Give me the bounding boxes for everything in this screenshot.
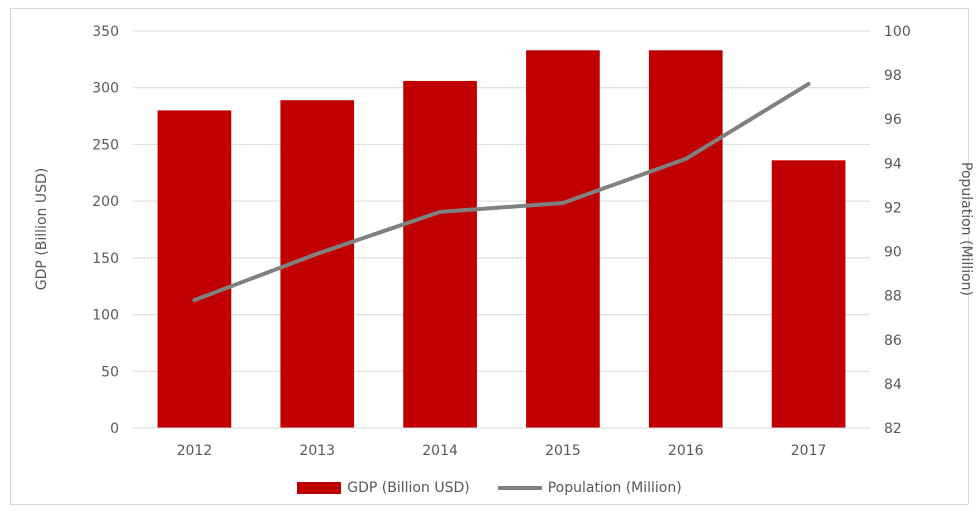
- y-tick-label: 100: [92, 308, 119, 324]
- axis-layer: 0 50 100 150 200 250 300 350 82 84 86 88 90 92 94 96 98 1…: [92, 24, 910, 459]
- legend-label-population: Population (Million): [547, 480, 682, 496]
- bar-gdp: [403, 80, 477, 428]
- point-population: [807, 82, 811, 86]
- legend-item-population: Population (Million): [497, 480, 682, 496]
- y-tick-label: 350: [92, 24, 119, 40]
- bar-gdp: [157, 110, 232, 429]
- x-tick-label: 2013: [299, 443, 335, 459]
- bar-gdp: [648, 50, 723, 428]
- y2-tick-label: 82: [884, 421, 902, 437]
- point-population: [438, 210, 442, 214]
- bar-gdp: [526, 50, 600, 428]
- x-tick-label: 2012: [177, 443, 213, 459]
- y2-tick-label: 84: [884, 377, 902, 393]
- x-tick-label: 2017: [791, 443, 827, 459]
- y2-tick-label: 98: [884, 68, 902, 84]
- y-tick-label: 200: [92, 194, 119, 210]
- bar-gdp: [771, 160, 846, 428]
- legend: GDP (Billion USD) Population (Million): [0, 476, 979, 500]
- y2-tick-label: 100: [884, 24, 911, 40]
- y2-tick-label: 94: [884, 156, 902, 172]
- line-layer: [192, 81, 811, 303]
- y2-tick-label: 96: [884, 112, 902, 128]
- point-population: [684, 157, 688, 161]
- y-tick-label: 300: [92, 81, 119, 97]
- series-line-population: [192, 81, 811, 303]
- x-tick-label: 2014: [422, 443, 458, 459]
- y-tick-label: 150: [92, 251, 119, 267]
- legend-swatch-population: [497, 486, 542, 490]
- bar-layer: [157, 50, 846, 429]
- legend-swatch-gdp: [297, 482, 342, 494]
- y-tick-label: 50: [101, 364, 119, 380]
- grid-layer: [133, 30, 870, 372]
- y2-tick-label: 86: [884, 333, 902, 349]
- legend-label-gdp: GDP (Billion USD): [347, 480, 470, 496]
- y2-tick-label: 92: [884, 200, 902, 216]
- y2-tick-label: 88: [884, 289, 902, 305]
- legend-item-gdp: GDP (Billion USD): [297, 480, 470, 496]
- point-population: [315, 252, 319, 256]
- y2-axis-label: Population (Million): [958, 162, 974, 296]
- x-tick-label: 2015: [545, 443, 581, 459]
- x-tick-label: 2016: [668, 443, 704, 459]
- y-tick-label: 250: [92, 137, 119, 153]
- point-population: [192, 298, 196, 302]
- y2-tick-label: 90: [884, 245, 902, 261]
- y-tick-label: 0: [110, 421, 119, 437]
- point-population: [561, 201, 565, 205]
- y-axis-label: GDP (Billion USD): [34, 168, 50, 290]
